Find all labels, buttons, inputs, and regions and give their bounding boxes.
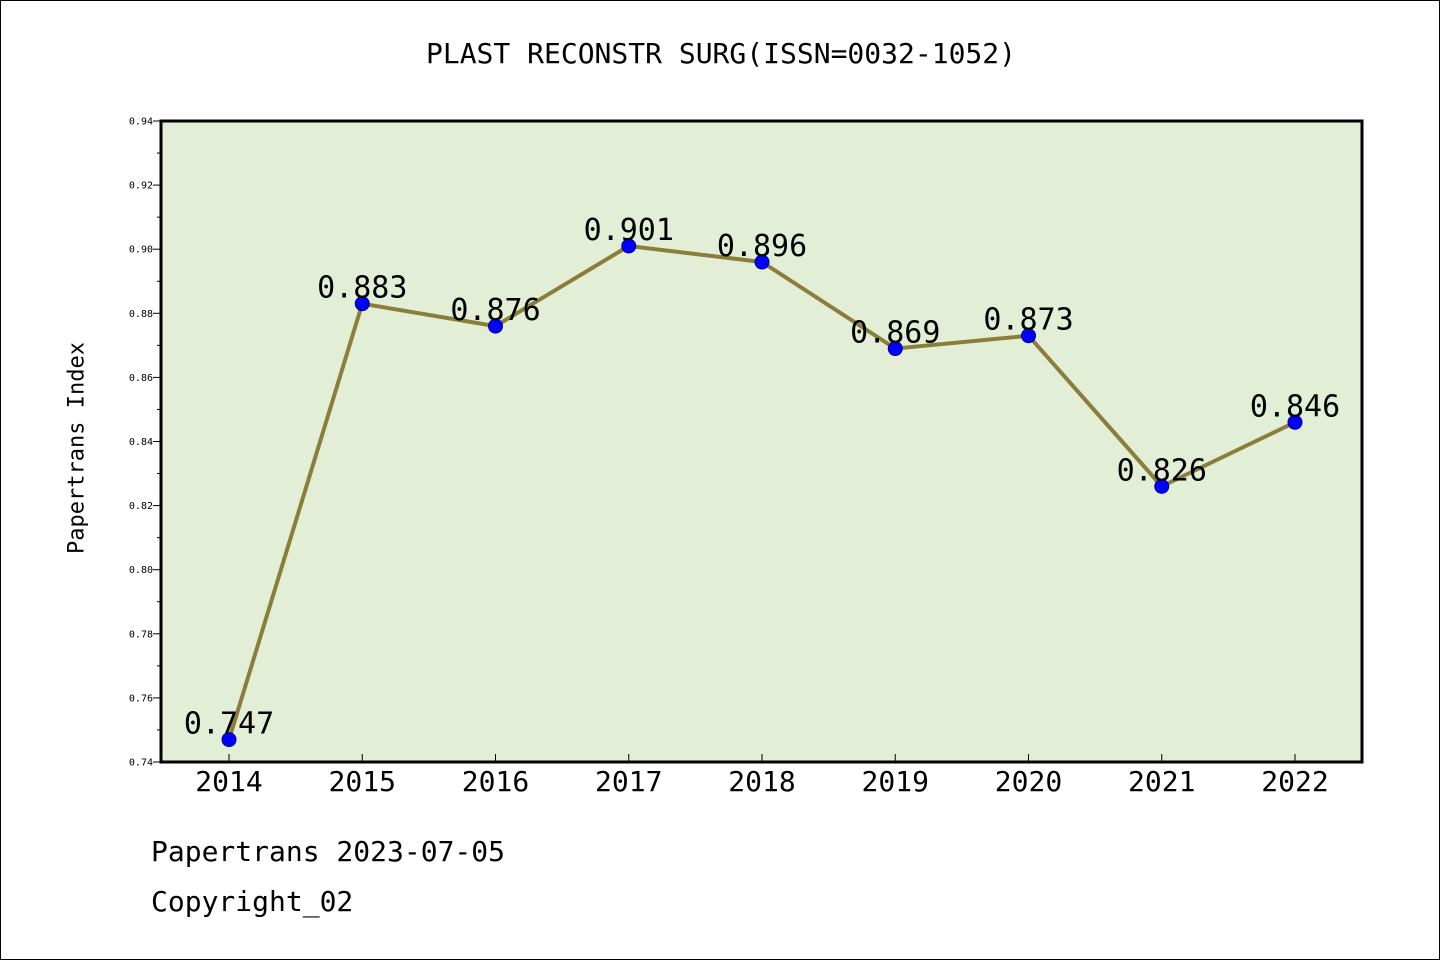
data-label: 0.869 [850,316,940,351]
y-axis: 0.74 0.76 0.78 0.80 0.82 0.84 0.86 0.88 0.90 0.92… [129,117,161,769]
x-tick-label: 2019 [862,765,929,798]
x-tick-label: 2016 [462,765,529,798]
data-point [1154,478,1170,494]
data-label: 0.896 [717,229,807,264]
x-tick-label: 2021 [1128,765,1195,798]
data-label: 0.876 [450,293,540,328]
data-point [488,318,503,334]
y-tick-label: 0.78 [129,629,153,640]
x-tick-label: 2017 [595,765,662,798]
x-tick-label: 2018 [728,765,795,798]
x-tick-label: 2022 [1261,765,1328,798]
data-label: 0.883 [317,271,407,306]
x-tick-label: 2020 [995,765,1062,798]
data-point [1287,414,1303,430]
data-point [221,732,237,748]
chart-title: PLAST RECONSTR SURG(ISSN=0032-1052) [425,37,1016,70]
data-point [754,254,770,270]
data-point [887,341,903,357]
data-point [1021,328,1036,344]
data-label: 0.826 [1117,453,1207,488]
y-tick-label: 0.88 [129,309,153,320]
y-tick-label: 0.76 [129,693,153,704]
data-label: 0.901 [584,213,674,248]
y-tick-label: 0.80 [129,565,153,576]
y-tick-label: 0.82 [129,501,153,512]
data-markers [221,238,1303,748]
data-point [621,238,637,254]
y-tick-label: 0.90 [129,245,153,256]
data-point [354,296,370,312]
data-label: 0.747 [184,707,274,742]
y-tick-label: 0.84 [129,437,153,448]
y-tick-label: 0.86 [129,373,153,384]
x-axis: 2014 2015 2016 2017 2018 2019 2020 2021 2022 [195,754,1329,798]
y-tick-label: 0.94 [129,117,153,128]
plot-area [159,119,1364,764]
x-tick-label: 2015 [329,765,396,798]
y-tick-label: 0.74 [129,758,153,769]
data-labels: 0.747 0.883 0.876 0.901 0.896 0.869 0.873 0.826… [184,213,1340,742]
data-label: 0.846 [1250,389,1340,424]
x-tick-label: 2014 [195,765,262,798]
data-label: 0.873 [983,303,1073,338]
footer-date: Papertrans 2023-07-05 [151,835,506,868]
y-tick-label: 0.92 [129,181,153,192]
footer-copyright: Copyright_02 [151,885,354,918]
